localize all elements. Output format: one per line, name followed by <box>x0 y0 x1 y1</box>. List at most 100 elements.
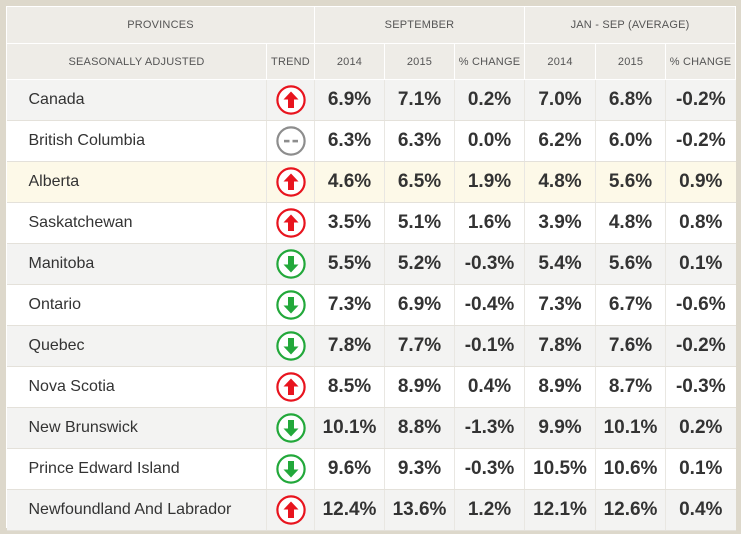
avg-2014-value: 10.5% <box>524 448 597 490</box>
table-row: Quebec 7.8% 7.7% -0.1% 7.8% 7.6% -0.2% <box>6 325 736 367</box>
sep-2015-value: 13.6% <box>384 489 455 531</box>
trend-cell <box>266 366 315 408</box>
avg-2014-value: 8.9% <box>524 366 597 408</box>
trend-cell <box>266 489 315 531</box>
header-trend: TREND <box>266 43 315 80</box>
trend-down-arrow-icon <box>275 249 306 279</box>
table-row: Prince Edward Island 9.6% 9.3% -0.3% 10.5% 10… <box>6 448 736 490</box>
table-body: Canada 6.9% 7.1% 0.2% 7.0% 6.8% -0.2% British C… <box>6 79 736 531</box>
sep-2015-value: 8.8% <box>384 407 455 449</box>
sep-change-value: 0.4% <box>454 366 526 408</box>
avg-change-value: 0.1% <box>665 448 736 490</box>
province-name: New Brunswick <box>6 407 267 449</box>
avg-2015-value: 10.1% <box>595 407 667 449</box>
avg-change-value: 0.2% <box>665 407 736 449</box>
province-name: Alberta <box>6 161 267 203</box>
header-row-columns: SEASONALLY ADJUSTED TREND 2014 2015 % CH… <box>6 43 737 80</box>
province-name: Canada <box>6 79 267 121</box>
trend-down-arrow-icon <box>275 454 306 484</box>
avg-2015-value: 6.8% <box>595 79 667 121</box>
province-name: Manitoba <box>6 243 267 285</box>
avg-2015-value: 8.7% <box>595 366 667 408</box>
avg-2014-value: 6.2% <box>524 120 597 162</box>
sep-change-value: 0.2% <box>454 79 526 121</box>
avg-change-value: -0.2% <box>665 120 736 162</box>
sep-change-value: 1.6% <box>454 202 526 244</box>
sep-2015-value: 7.1% <box>384 79 455 121</box>
province-name: Quebec <box>6 325 267 367</box>
sep-2015-value: 5.2% <box>384 243 455 285</box>
sep-2015-value: 6.9% <box>384 284 455 326</box>
table-row: Alberta 4.6% 6.5% 1.9% 4.8% 5.6% 0.9% <box>6 161 736 203</box>
table-row: Saskatchewan 3.5% 5.1% 1.6% 3.9% 4.8% 0.8% <box>6 202 736 244</box>
avg-2014-value: 5.4% <box>524 243 597 285</box>
sep-2014-value: 6.9% <box>314 79 385 121</box>
header-row-groups: PROVINCES SEPTEMBER JAN - SEP (AVERAGE) <box>6 6 737 44</box>
header-september: SEPTEMBER <box>313 6 526 44</box>
table-row: Canada 6.9% 7.1% 0.2% 7.0% 6.8% -0.2% <box>6 79 736 121</box>
sep-change-value: 1.9% <box>454 161 526 203</box>
table-row: Ontario 7.3% 6.9% -0.4% 7.3% 6.7% -0.6% <box>6 284 736 326</box>
province-name: Newfoundland And Labrador <box>6 489 267 531</box>
trend-down-arrow-icon <box>275 290 306 320</box>
trend-cell <box>266 202 315 244</box>
avg-2014-value: 4.8% <box>524 161 597 203</box>
avg-2015-value: 5.6% <box>595 161 667 203</box>
trend-up-arrow-icon <box>275 208 306 238</box>
sep-2014-value: 3.5% <box>314 202 385 244</box>
sep-change-value: -0.3% <box>454 448 526 490</box>
trend-up-arrow-icon <box>275 372 306 402</box>
trend-cell <box>266 79 315 121</box>
avg-2015-value: 7.6% <box>595 325 667 367</box>
sep-change-value: -0.3% <box>454 243 526 285</box>
sep-2015-value: 6.3% <box>384 120 455 162</box>
sep-change-value: -0.1% <box>454 325 526 367</box>
header-seasonally-adjusted: SEASONALLY ADJUSTED <box>6 43 267 80</box>
trend-down-arrow-icon <box>275 413 306 443</box>
avg-2015-value: 12.6% <box>595 489 667 531</box>
avg-2015-value: 10.6% <box>595 448 667 490</box>
avg-change-value: -0.6% <box>665 284 736 326</box>
trend-cell <box>266 407 315 449</box>
sep-change-value: -1.3% <box>454 407 526 449</box>
table-row: Newfoundland And Labrador 12.4% 13.6% 1.2% 1… <box>6 489 736 531</box>
province-name: Prince Edward Island <box>6 448 267 490</box>
sep-2014-value: 7.8% <box>314 325 385 367</box>
sep-2014-value: 6.3% <box>314 120 385 162</box>
sep-2014-value: 8.5% <box>314 366 385 408</box>
header-avg-pct-change: % CHANGE <box>665 43 737 80</box>
header-avg-2015: 2015 <box>595 43 667 80</box>
avg-2015-value: 4.8% <box>595 202 667 244</box>
sep-2014-value: 7.3% <box>314 284 385 326</box>
sep-2014-value: 4.6% <box>314 161 385 203</box>
header-average: JAN - SEP (AVERAGE) <box>524 6 737 44</box>
table-row: Manitoba 5.5% 5.2% -0.3% 5.4% 5.6% 0.1% <box>6 243 736 285</box>
sep-2014-value: 5.5% <box>314 243 385 285</box>
avg-change-value: 0.9% <box>665 161 736 203</box>
trend-cell <box>266 325 315 367</box>
province-name: Saskatchewan <box>6 202 267 244</box>
sep-change-value: 0.0% <box>454 120 526 162</box>
trend-cell <box>266 120 315 162</box>
avg-2014-value: 7.3% <box>524 284 597 326</box>
sep-2015-value: 5.1% <box>384 202 455 244</box>
table-row: New Brunswick 10.1% 8.8% -1.3% 9.9% 10.1% 0.2% <box>6 407 736 449</box>
trend-cell <box>266 161 315 203</box>
province-name: Nova Scotia <box>6 366 267 408</box>
table-row: British Columbia 6.3% 6.3% 0.0% 6.2% 6.0% -0.2… <box>6 120 736 162</box>
avg-2014-value: 12.1% <box>524 489 597 531</box>
sep-change-value: -0.4% <box>454 284 526 326</box>
trend-up-arrow-icon <box>275 85 306 115</box>
header-avg-2014: 2014 <box>524 43 597 80</box>
header-sep-pct-change: % CHANGE <box>453 43 526 80</box>
sep-2014-value: 9.6% <box>314 448 385 490</box>
avg-2015-value: 5.6% <box>595 243 667 285</box>
avg-change-value: -0.2% <box>665 325 736 367</box>
avg-2015-value: 6.0% <box>595 120 667 162</box>
table-row: Nova Scotia 8.5% 8.9% 0.4% 8.9% 8.7% -0.3% <box>6 366 736 408</box>
avg-change-value: -0.3% <box>665 366 736 408</box>
sep-2015-value: 9.3% <box>384 448 455 490</box>
trend-flat-icon <box>275 126 306 156</box>
trend-cell <box>266 284 315 326</box>
avg-2015-value: 6.7% <box>595 284 667 326</box>
